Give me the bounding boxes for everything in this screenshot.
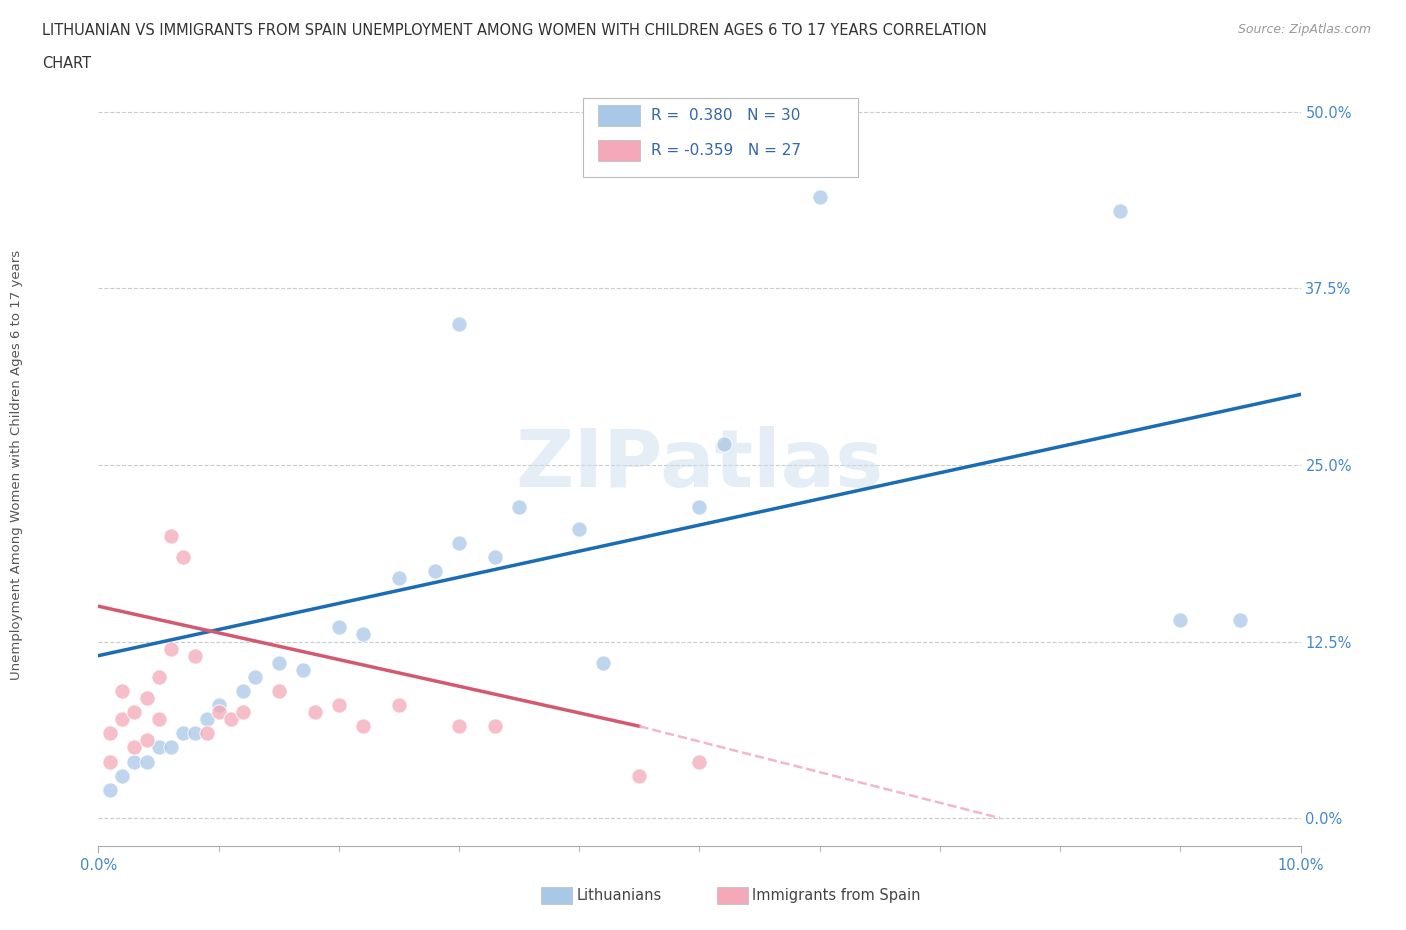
Point bbox=[100, 754, 122, 769]
Point bbox=[508, 500, 530, 515]
Text: Immigrants from Spain: Immigrants from Spain bbox=[752, 888, 921, 903]
Point bbox=[484, 550, 506, 565]
Point bbox=[688, 754, 710, 769]
Point bbox=[352, 719, 374, 734]
Point bbox=[447, 719, 470, 734]
Point bbox=[243, 670, 266, 684]
Point bbox=[592, 656, 614, 671]
Text: ZIPatlas: ZIPatlas bbox=[516, 426, 883, 504]
Point bbox=[304, 705, 326, 720]
Point bbox=[1109, 204, 1132, 219]
Point bbox=[111, 684, 134, 698]
Point bbox=[232, 684, 254, 698]
Text: R = -0.359   N = 27: R = -0.359 N = 27 bbox=[651, 143, 801, 158]
Text: Source: ZipAtlas.com: Source: ZipAtlas.com bbox=[1237, 23, 1371, 36]
Point bbox=[148, 740, 170, 755]
Point bbox=[208, 698, 231, 712]
Point bbox=[195, 711, 218, 726]
Text: R =  0.380   N = 30: R = 0.380 N = 30 bbox=[651, 108, 800, 123]
Point bbox=[183, 648, 205, 663]
Point bbox=[111, 711, 134, 726]
Point bbox=[713, 436, 735, 451]
Point bbox=[267, 656, 290, 671]
Point bbox=[124, 740, 146, 755]
Point bbox=[328, 698, 350, 712]
Point bbox=[219, 711, 242, 726]
Text: Unemployment Among Women with Children Ages 6 to 17 years: Unemployment Among Women with Children A… bbox=[10, 250, 24, 680]
Point bbox=[352, 627, 374, 642]
Point bbox=[688, 500, 710, 515]
Point bbox=[111, 768, 134, 783]
Point bbox=[484, 719, 506, 734]
Point bbox=[447, 316, 470, 331]
Point bbox=[1229, 613, 1251, 628]
Point bbox=[172, 726, 194, 741]
Point bbox=[172, 550, 194, 565]
Point bbox=[232, 705, 254, 720]
Point bbox=[124, 754, 146, 769]
Point bbox=[159, 641, 181, 656]
Text: CHART: CHART bbox=[42, 56, 91, 71]
Point bbox=[568, 521, 591, 536]
Point bbox=[423, 564, 446, 578]
Point bbox=[124, 705, 146, 720]
Point bbox=[148, 670, 170, 684]
Point bbox=[195, 726, 218, 741]
Point bbox=[808, 189, 831, 204]
Point bbox=[100, 726, 122, 741]
Point bbox=[291, 662, 314, 677]
Point bbox=[100, 782, 122, 797]
Point bbox=[135, 733, 157, 748]
Point bbox=[148, 711, 170, 726]
Point bbox=[328, 620, 350, 635]
Point bbox=[388, 570, 411, 585]
Point bbox=[628, 768, 651, 783]
Point bbox=[135, 754, 157, 769]
Point bbox=[447, 536, 470, 551]
Point bbox=[1170, 613, 1192, 628]
Point bbox=[183, 726, 205, 741]
Point bbox=[135, 691, 157, 706]
Point bbox=[159, 740, 181, 755]
Text: Lithuanians: Lithuanians bbox=[576, 888, 662, 903]
Text: LITHUANIAN VS IMMIGRANTS FROM SPAIN UNEMPLOYMENT AMONG WOMEN WITH CHILDREN AGES : LITHUANIAN VS IMMIGRANTS FROM SPAIN UNEM… bbox=[42, 23, 987, 38]
Point bbox=[159, 528, 181, 543]
Point bbox=[208, 705, 231, 720]
Point bbox=[267, 684, 290, 698]
Point bbox=[388, 698, 411, 712]
